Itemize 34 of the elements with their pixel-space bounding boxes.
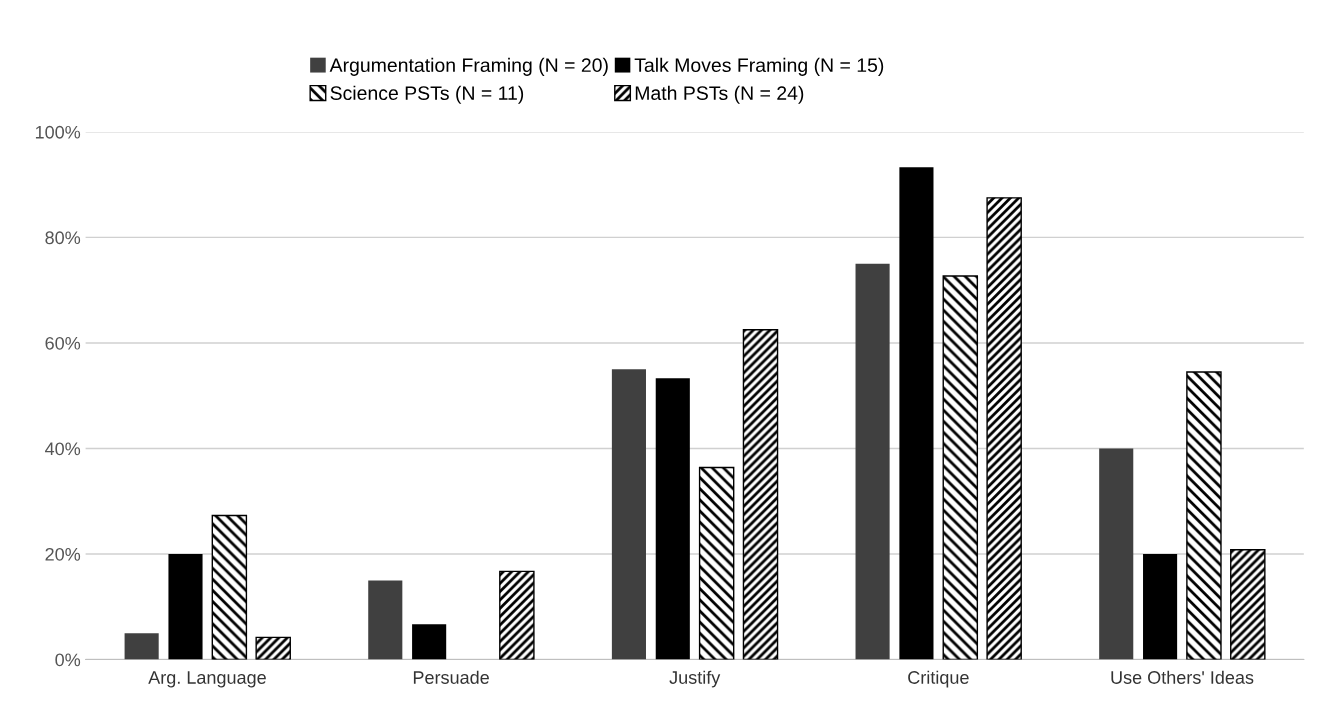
y-tick-label: 0% bbox=[55, 653, 81, 667]
bar bbox=[986, 197, 1022, 660]
legend-label: Math PSTs (N = 24) bbox=[635, 85, 804, 104]
x-tick-label: Critique bbox=[908, 670, 969, 688]
y-tick-label: 40% bbox=[45, 442, 81, 456]
x-tick-label: Arg. Language bbox=[148, 671, 266, 688]
bar bbox=[499, 570, 535, 660]
bar bbox=[168, 554, 203, 660]
bar bbox=[1230, 549, 1266, 660]
x-tick-label: Justify bbox=[669, 670, 721, 688]
bar bbox=[1099, 448, 1134, 660]
y-tick-label: 60% bbox=[45, 336, 81, 350]
bar bbox=[655, 378, 690, 660]
x-tick-label: Persuade bbox=[413, 670, 489, 684]
y-tick-label: 80% bbox=[45, 231, 81, 245]
bar bbox=[1143, 554, 1178, 660]
bar bbox=[368, 580, 403, 660]
y-tick-label: 100% bbox=[35, 125, 81, 139]
y-tick-label: 20% bbox=[45, 547, 81, 561]
bar bbox=[855, 263, 890, 660]
bar bbox=[1186, 371, 1222, 660]
bar bbox=[412, 624, 447, 660]
bar bbox=[698, 466, 735, 660]
bar bbox=[942, 275, 979, 660]
x-tick-label: Use Others' Ideas bbox=[1111, 670, 1254, 684]
bar bbox=[742, 329, 779, 660]
bar bbox=[611, 369, 646, 660]
bar bbox=[255, 636, 291, 660]
legend-label: Talk Moves Framing (N = 15) bbox=[634, 57, 884, 76]
bar bbox=[899, 167, 934, 660]
legend-label: Science PSTs (N = 11) bbox=[330, 85, 524, 104]
bar bbox=[124, 633, 159, 660]
bar bbox=[211, 514, 248, 660]
legend-label: Argumentation Framing (N = 20) bbox=[329, 57, 608, 76]
